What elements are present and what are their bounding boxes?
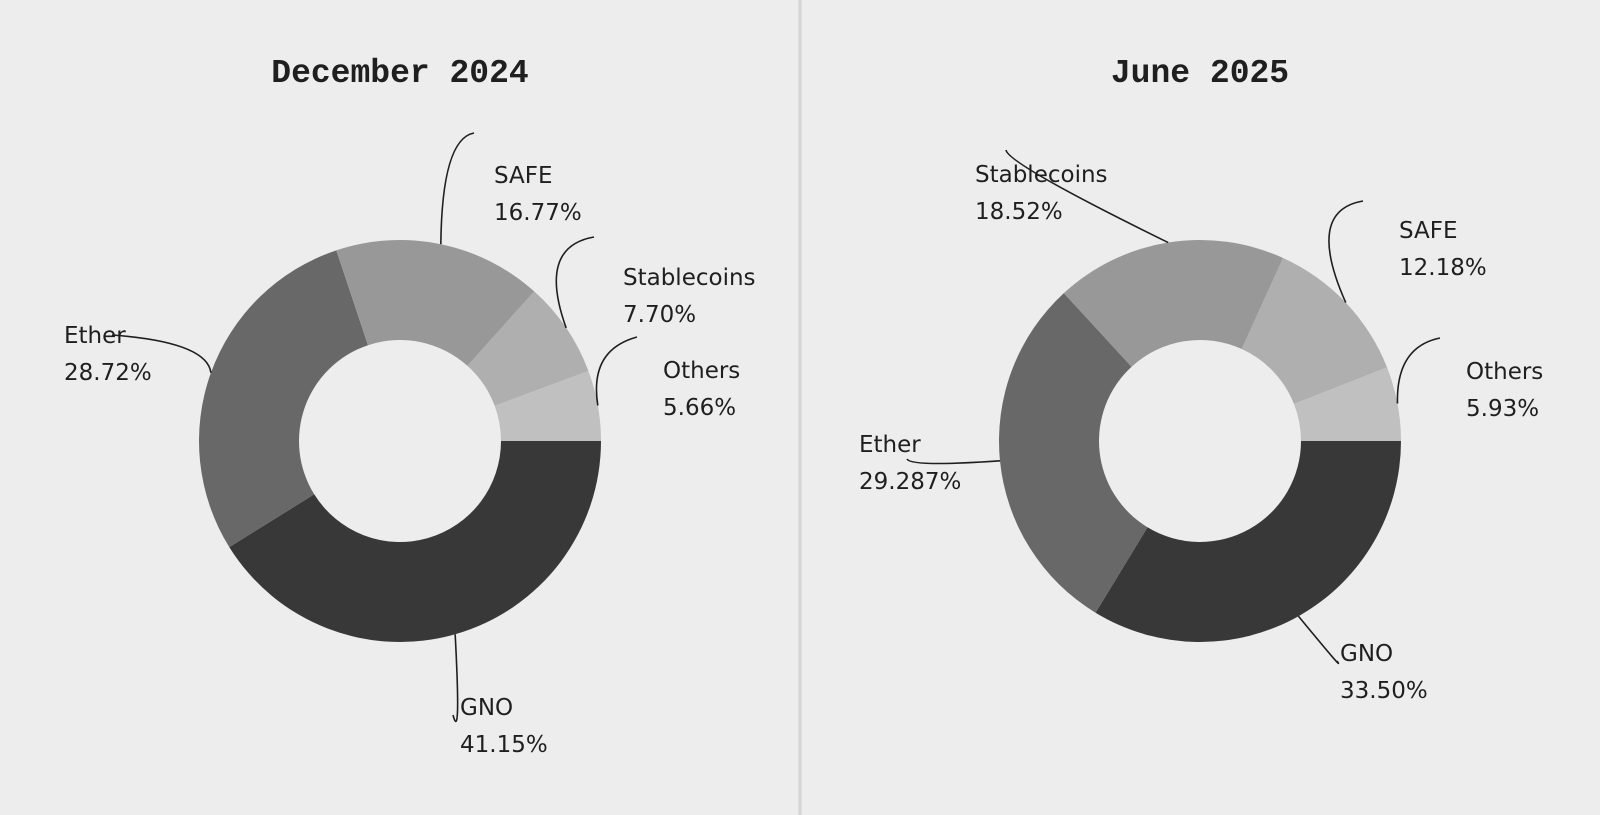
slice-safe xyxy=(1241,257,1388,405)
chart-title-december-2024: December 2024 xyxy=(271,55,528,92)
slice-label-safe: SAFE xyxy=(494,163,553,189)
slice-value-safe: 12.18% xyxy=(1399,255,1487,281)
slice-label-ether: Ether xyxy=(859,432,921,458)
slice-gno xyxy=(1095,441,1401,642)
chart-title-june-2025: June 2025 xyxy=(1111,55,1289,92)
slice-value-safe: 16.77% xyxy=(494,200,582,226)
slice-value-stablecoins: 7.70% xyxy=(623,302,696,328)
leader-line-others xyxy=(595,336,638,406)
slice-value-gno: 41.15% xyxy=(460,732,548,758)
slice-label-safe: SAFE xyxy=(1399,218,1458,244)
slice-label-others: Others xyxy=(663,358,740,384)
slice-value-others: 5.66% xyxy=(663,395,736,421)
leader-line-gno xyxy=(452,634,459,723)
slice-value-ether: 28.72% xyxy=(64,360,152,386)
slice-value-gno: 33.50% xyxy=(1340,678,1428,704)
slice-gno xyxy=(229,441,601,642)
leader-line-ether xyxy=(906,458,1001,465)
slice-label-gno: GNO xyxy=(460,695,513,721)
slice-stablecoins xyxy=(467,291,589,406)
donut-chart-december-2024: GNO 41.15% Ether 28.72% SAFE 16.77% Stablecoin… xyxy=(64,132,756,758)
slice-label-ether: Ether xyxy=(64,323,126,349)
slice-stablecoins xyxy=(1063,239,1284,367)
slice-label-stablecoins: Stablecoins xyxy=(623,265,756,291)
slice-others xyxy=(1293,367,1401,441)
slice-ether xyxy=(999,293,1148,613)
slice-value-others: 5.93% xyxy=(1466,396,1539,422)
leader-line-others xyxy=(1396,337,1441,404)
slice-safe xyxy=(336,240,535,366)
slice-label-others: Others xyxy=(1466,359,1543,385)
leader-line-safe xyxy=(1328,200,1364,303)
leader-line-gno xyxy=(1297,615,1340,665)
slice-label-gno: GNO xyxy=(1340,641,1393,667)
slice-label-stablecoins: Stablecoins xyxy=(975,162,1108,188)
slice-value-stablecoins: 18.52% xyxy=(975,199,1063,225)
leader-line-stablecoins xyxy=(555,236,595,329)
slice-others xyxy=(494,371,601,441)
leader-line-ether xyxy=(111,334,212,373)
donut-chart-june-2025: GNO 33.50% Ether 29.287% Stablecoins 18.52% SA… xyxy=(859,149,1543,704)
slice-ether xyxy=(199,250,369,548)
slice-value-ether: 29.287% xyxy=(859,469,961,495)
leader-line-safe xyxy=(440,132,475,245)
leader-line-stablecoins xyxy=(1005,149,1169,244)
